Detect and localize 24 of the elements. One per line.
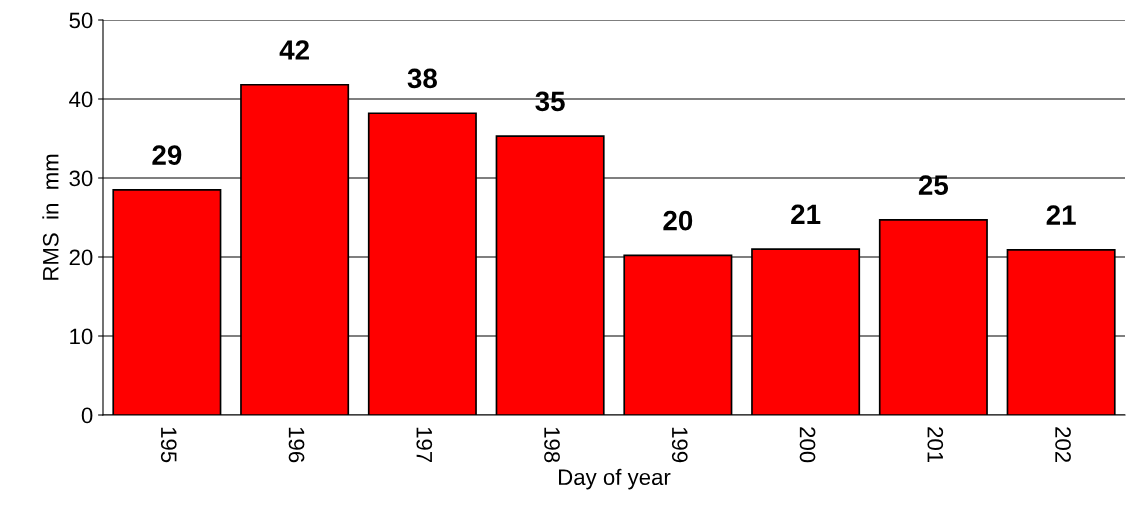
x-axis-title: Day of year	[559, 468, 671, 490]
data-label: 20	[663, 210, 693, 231]
y-tick-label: 40	[69, 91, 93, 108]
y-tick-label: 10	[70, 328, 93, 345]
y-tick-label: 50	[69, 12, 93, 29]
x-tick-label: 202	[1055, 427, 1071, 463]
x-tick-label: 200	[799, 427, 816, 463]
x-tick-label: 196	[288, 427, 305, 463]
data-label: 21	[1046, 205, 1076, 225]
y-axis-title: RMS in mm	[42, 154, 59, 280]
data-label: 42	[279, 40, 309, 60]
x-tick-label: 199	[671, 427, 688, 463]
data-label: 29	[152, 145, 182, 165]
x-tick-label: 198	[544, 427, 560, 463]
data-label: 38	[407, 68, 437, 89]
x-tick-label: 195	[160, 427, 177, 463]
data-label: 25	[918, 175, 949, 195]
y-tick-label: 20	[69, 249, 93, 266]
y-tick-label: 0	[81, 407, 93, 424]
x-tick-label: 197	[416, 427, 433, 463]
y-tick-label: 30	[69, 170, 93, 187]
x-tick-label: 201	[927, 427, 944, 463]
data-label: 21	[791, 204, 821, 224]
data-label: 35	[535, 91, 565, 112]
